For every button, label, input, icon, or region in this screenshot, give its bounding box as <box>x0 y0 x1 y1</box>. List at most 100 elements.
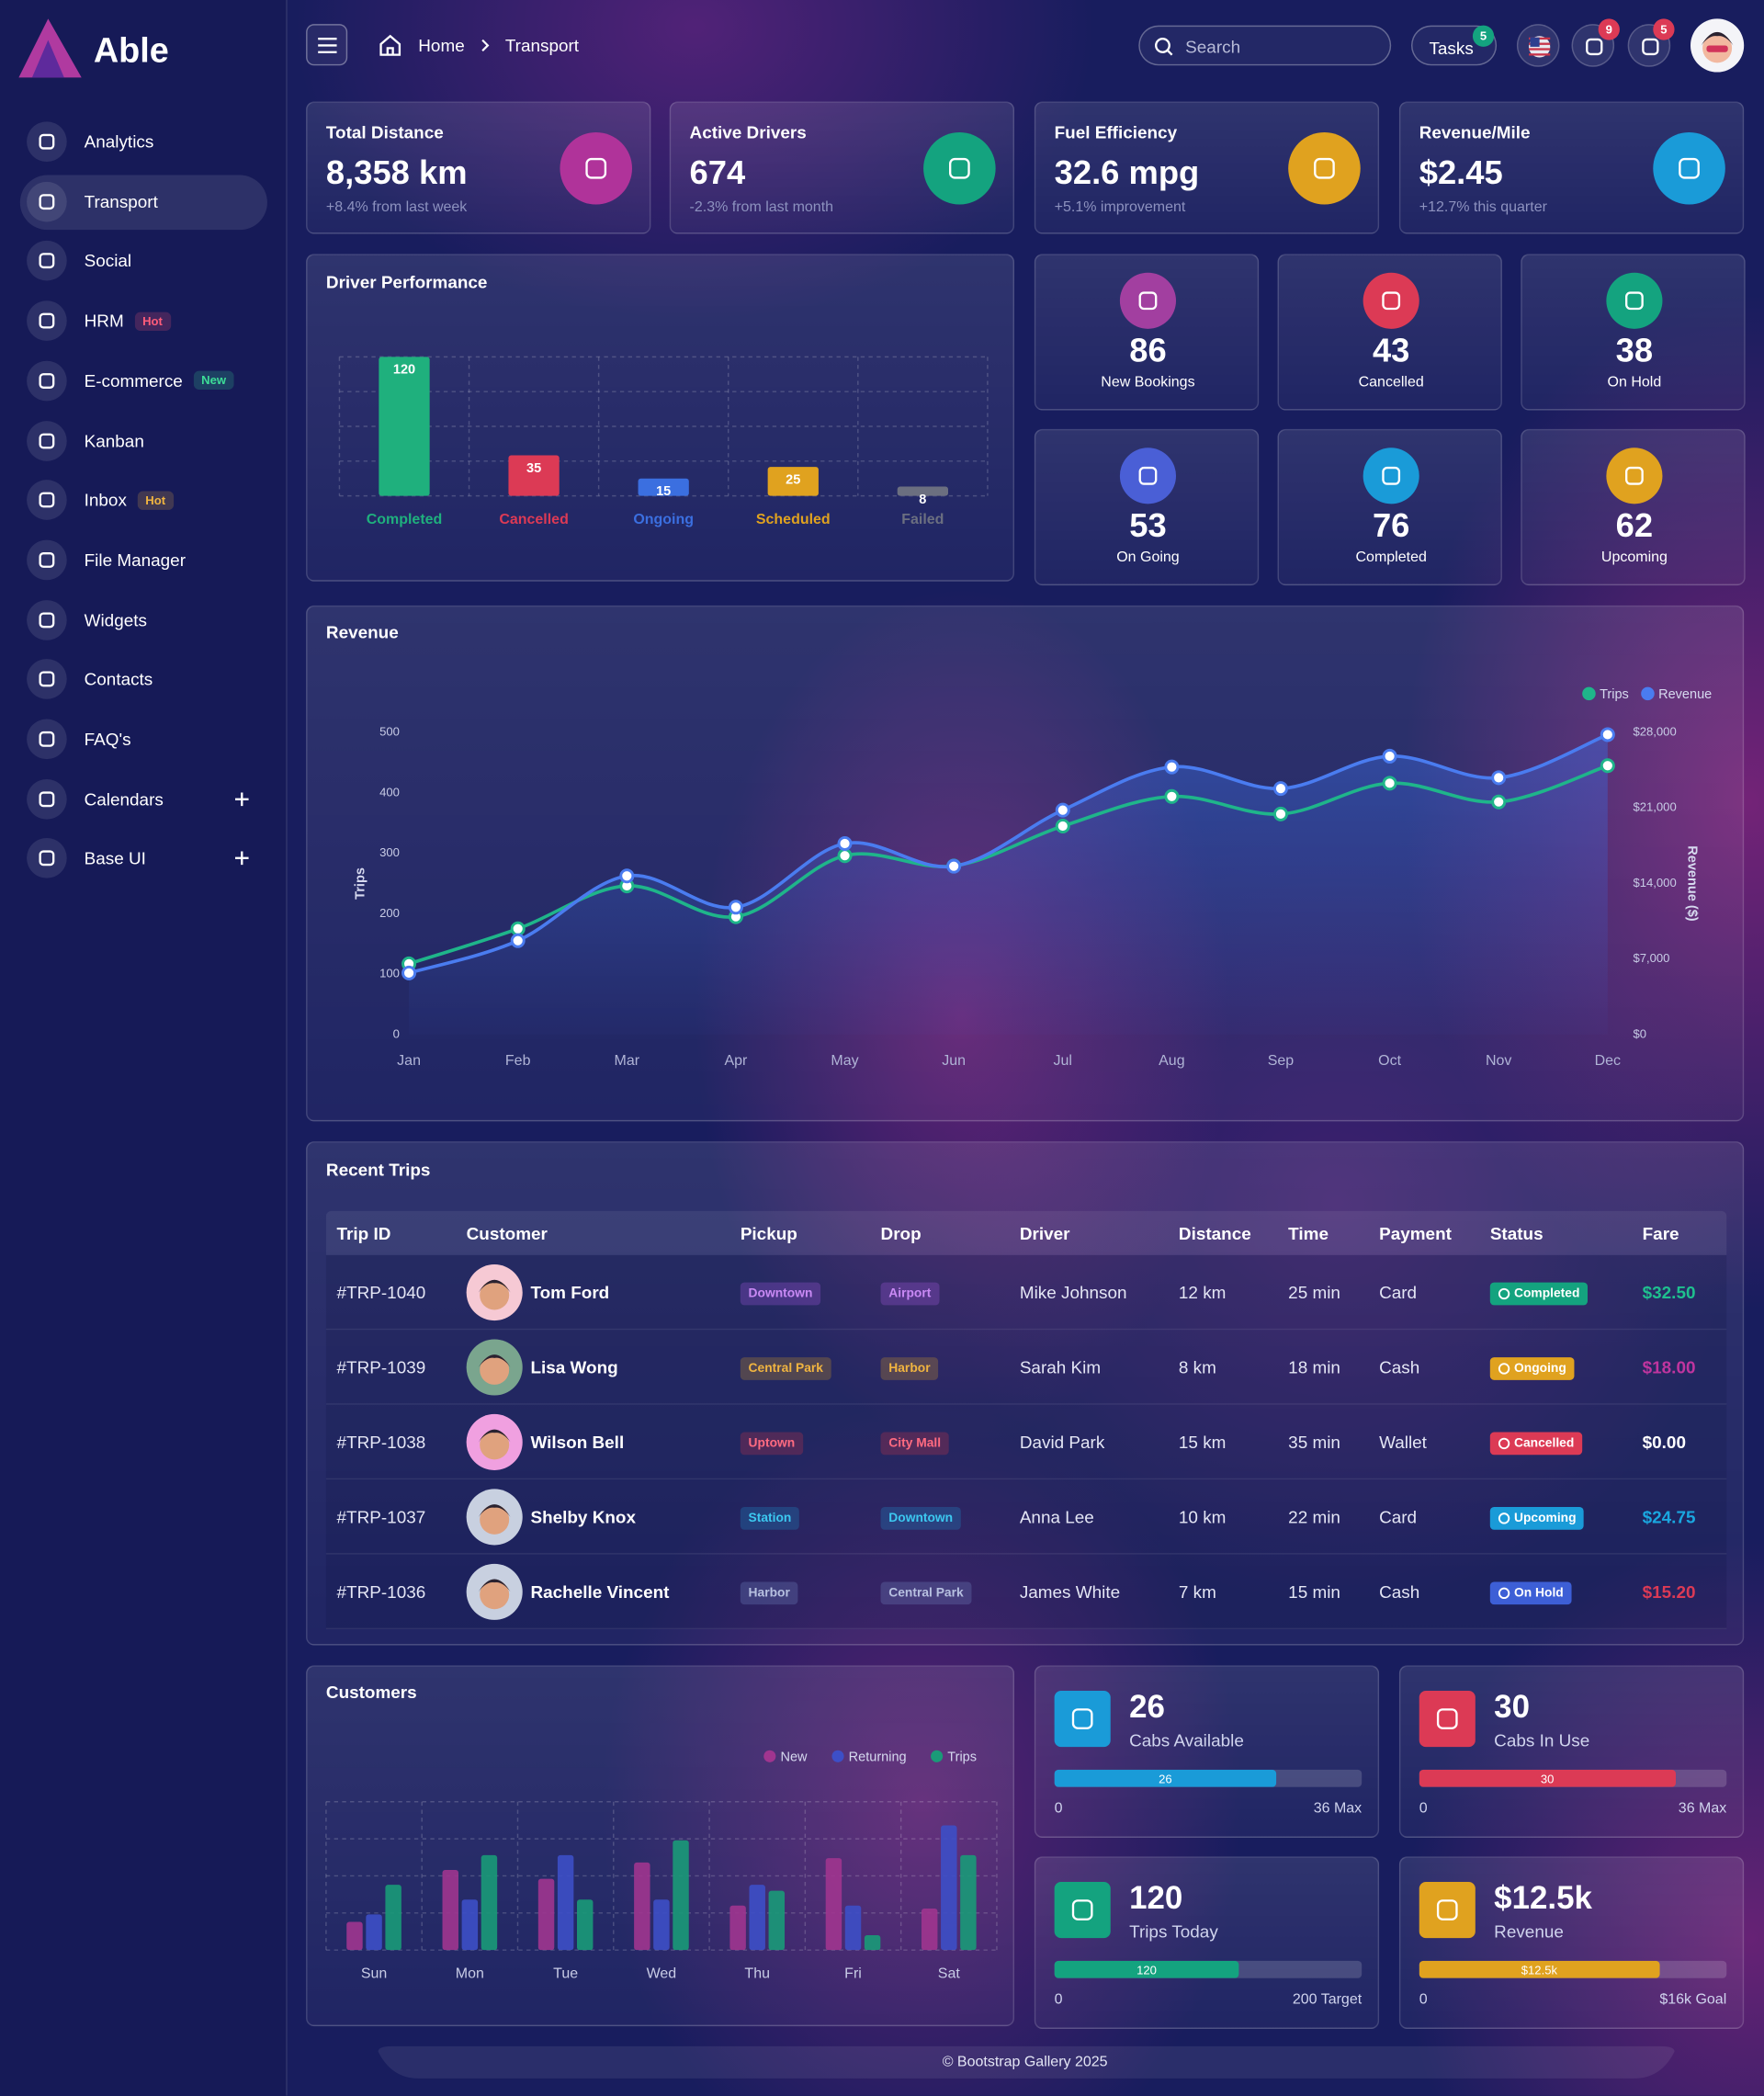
progress-fill: 26 <box>1054 1769 1277 1787</box>
table-cell: 35 min <box>1288 1432 1340 1453</box>
legend-swatch <box>1641 686 1655 701</box>
icon-glyph <box>39 731 55 747</box>
icon-glyph <box>1679 157 1700 179</box>
icon-circle <box>27 599 67 640</box>
avatar-face <box>480 1430 510 1460</box>
location-badge: Airport <box>880 1282 940 1306</box>
icon-glyph <box>949 157 970 179</box>
data-label: 35 <box>526 461 541 476</box>
menu-item[interactable]: File Manager <box>85 549 186 570</box>
gauge-glyph <box>1071 1708 1093 1729</box>
point <box>510 933 526 948</box>
stat-card: Fuel Efficiency 32.6 mpg +5.1% improvement <box>1034 101 1380 234</box>
plus <box>234 852 249 866</box>
header-icon-button[interactable] <box>1516 24 1560 67</box>
revenue-card: Revenue 0 100 200 300 400 500 $0 $7,000 $14,000 $2… <box>306 605 1745 1122</box>
x-tick-label: Failed <box>901 512 944 527</box>
bar <box>537 1878 555 1951</box>
breadcrumb[interactable]: Home <box>418 35 465 56</box>
x-tick-label: Fri <box>844 1966 862 1982</box>
menu-item[interactable]: E-commerce New <box>85 370 234 391</box>
point <box>619 868 635 884</box>
stat-title: Fuel Efficiency <box>1054 122 1178 142</box>
avatar-hair <box>478 1579 511 1592</box>
logo-mark-inner <box>31 40 64 78</box>
gauge-card: 26 Cabs Available 26 0 36 Max <box>1034 1665 1380 1838</box>
menu-item[interactable]: Base UI <box>85 848 146 868</box>
icon-circle <box>1119 272 1176 329</box>
icon-glyph <box>39 253 55 269</box>
table-cell: Anna Lee <box>1019 1506 1094 1527</box>
menu-item[interactable]: Social <box>85 251 132 271</box>
table-cell: Cash <box>1379 1357 1420 1377</box>
menu-item[interactable]: Contacts <box>85 669 153 689</box>
column-header: Status <box>1489 1223 1544 1244</box>
icon-glyph <box>1625 466 1644 485</box>
menu-item[interactable]: HRM Hot <box>85 311 171 331</box>
bar <box>385 1885 401 1951</box>
table-cell: 8 km <box>1178 1357 1216 1377</box>
column-header: Customer <box>466 1223 548 1244</box>
customer-name: Rachelle Vincent <box>530 1581 670 1603</box>
progress-label: 26 <box>1159 1771 1172 1785</box>
progress-fill: $12.5k <box>1419 1960 1660 1978</box>
x-tick-label: Nov <box>1486 1053 1511 1069</box>
menu-label: Social <box>84 251 132 272</box>
menu-item[interactable]: Inbox Hot <box>85 490 174 510</box>
brand: Able <box>93 29 169 71</box>
x-tick-label: Aug <box>1159 1053 1184 1069</box>
gauge-label: Revenue <box>1494 1920 1564 1942</box>
customer-avatar <box>466 1563 523 1620</box>
fare: $15.20 <box>1642 1581 1696 1603</box>
y-tick-label: 300 <box>379 845 400 859</box>
card-title: Customers <box>325 1682 417 1703</box>
legend-swatch <box>763 1750 776 1762</box>
location-badge: Downtown <box>740 1282 821 1306</box>
customer-avatar <box>466 1489 523 1546</box>
icon-glyph <box>1382 291 1401 311</box>
avatar-face <box>480 1580 510 1610</box>
legend-label: Returning <box>849 1750 907 1765</box>
gauge-icon <box>1054 1690 1111 1748</box>
icon-circle <box>27 181 67 221</box>
fare: $24.75 <box>1642 1506 1696 1527</box>
menu-item[interactable]: Transport <box>85 191 158 211</box>
gauge-value: 30 <box>1494 1689 1531 1726</box>
header-icon-button[interactable] <box>1627 24 1671 67</box>
fare: $0.00 <box>1642 1432 1686 1453</box>
menu-item[interactable]: Analytics <box>85 131 154 152</box>
menu-item[interactable]: Widgets <box>85 609 147 629</box>
icon-circle <box>27 360 67 402</box>
legend-label: Revenue <box>1658 687 1712 702</box>
menu-label: HRM <box>84 311 124 332</box>
customer-name: Shelby Knox <box>530 1506 636 1527</box>
icon-circle <box>923 131 996 205</box>
stat-title: Revenue/Mile <box>1419 122 1531 142</box>
menu-item[interactable]: Calendars <box>85 788 164 809</box>
bar <box>941 1825 957 1951</box>
icon-circle <box>1606 272 1663 329</box>
menu-icon <box>27 539 67 581</box>
icon-circle <box>27 480 67 521</box>
menu-item[interactable]: FAQ's <box>85 729 131 749</box>
menu-label: Contacts <box>84 669 153 690</box>
point <box>510 921 526 936</box>
expand-icon <box>234 792 249 806</box>
icon-circle <box>1653 131 1725 205</box>
y2-tick-label: $21,000 <box>1633 800 1676 814</box>
search-box[interactable]: Search <box>1138 25 1392 66</box>
revenue-chart: 0 100 200 300 400 500 $0 $7,000 $14,000 $21,000 $2… <box>354 686 1712 1069</box>
icon-glyph <box>39 850 55 867</box>
stat-card: Total Distance 8,358 km +8.4% from last we… <box>306 101 651 234</box>
point <box>946 858 962 874</box>
icon-glyph <box>1071 1708 1093 1729</box>
icon-glyph <box>1642 38 1659 56</box>
point <box>1491 794 1507 810</box>
menu-item[interactable]: Kanban <box>85 430 144 450</box>
status-icon <box>1498 1587 1510 1599</box>
status-value: 53 <box>1129 506 1167 545</box>
icon-circle <box>1363 448 1419 504</box>
table-cell: Card <box>1379 1282 1418 1303</box>
menu-button[interactable] <box>306 24 348 66</box>
